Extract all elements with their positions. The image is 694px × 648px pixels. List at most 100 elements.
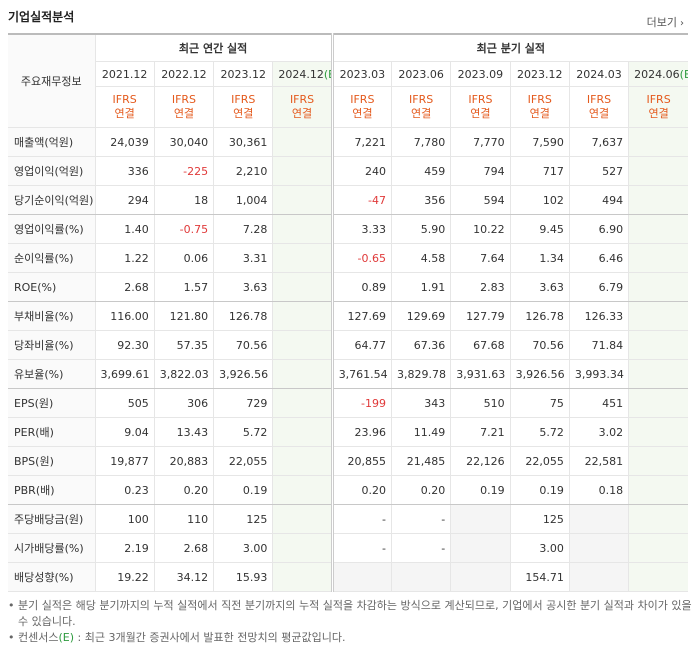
value-cell: 794 (450, 156, 511, 186)
value-cell: 0.06 (153, 243, 214, 273)
standard-header: IFRS 연결 (213, 86, 273, 128)
data-row: ROE(%) 2.68 1.57 3.63 0.89 1.91 2.83 3.63 6.79 (8, 272, 688, 302)
value-cell: 343 (390, 388, 451, 418)
value-cell: 1,004 (213, 185, 273, 215)
value-cell (628, 156, 688, 186)
accounting-standard: IFRS (586, 93, 612, 106)
value-cell: 3,931.63 (450, 359, 511, 389)
value-cell: -0.65 (330, 243, 392, 273)
value-cell: 451 (568, 388, 629, 418)
more-text[interactable]: 더보기 (646, 16, 677, 29)
value-cell (628, 272, 688, 302)
consolidation-basis: 연결 (114, 107, 135, 120)
note-bullet: • (8, 631, 18, 644)
consolidation-basis: 연결 (352, 107, 373, 120)
value-cell: 306 (153, 388, 214, 418)
value-cell (628, 301, 688, 331)
value-cell (628, 185, 688, 215)
value-cell: 3,699.61 (94, 359, 155, 389)
period-label: 2024.03 (576, 67, 622, 81)
row-label: 부채비율(%) (8, 301, 95, 331)
consolidation-basis: 연결 (291, 107, 313, 120)
value-cell: 7,221 (330, 127, 392, 157)
period-header: 2023.12 (509, 61, 570, 87)
estimate-mark: (E) (679, 67, 688, 81)
value-cell: 510 (450, 388, 511, 418)
value-cell (272, 475, 333, 505)
note: • 컨센서스(E) : 최근 3개월간 증권사에서 발표한 전망치의 평균값입니… (8, 630, 694, 646)
value-cell: 7.21 (450, 417, 511, 447)
value-cell: 75 (509, 388, 570, 418)
value-cell (628, 330, 688, 360)
header-row: 주요재무정보 최근 연간 실적 최근 분기 실적 (8, 33, 688, 128)
value-cell: 0.23 (94, 475, 155, 505)
more-link[interactable]: 더보기 › (647, 14, 684, 30)
value-cell: 6.90 (568, 214, 629, 244)
value-cell: 1.22 (94, 243, 155, 273)
row-label: 배당성향(%) (8, 562, 95, 592)
value-cell: 3,993.34 (568, 359, 629, 389)
period-label: 2023.09 (457, 67, 504, 81)
value-cell: 2.19 (94, 533, 155, 563)
value-cell: 22,126 (450, 446, 511, 476)
value-cell: 0.20 (330, 475, 392, 505)
data-row: 당기순이익(억원) 294 18 1,004 -47 356 594 102 494 (8, 185, 688, 215)
value-cell: 6.46 (568, 243, 629, 273)
value-cell (628, 533, 688, 563)
value-cell: 15.93 (213, 562, 273, 592)
value-cell (628, 127, 688, 157)
value-cell (628, 388, 688, 418)
data-row: 영업이익(억원) 336 -225 2,210 240 459 794 717 527 (8, 156, 688, 186)
value-cell: 3,761.54 (330, 359, 392, 389)
value-cell: 129.69 (390, 301, 451, 331)
value-cell: 18 (153, 185, 214, 215)
value-cell: 100 (94, 504, 155, 534)
value-cell: 67.68 (450, 330, 511, 360)
standard-header: IFRS 연결 (94, 86, 155, 128)
value-cell: 67.36 (390, 330, 451, 360)
value-cell: 356 (390, 185, 451, 215)
value-cell: 20,883 (153, 446, 214, 476)
accounting-standard: IFRS (646, 93, 671, 106)
value-cell: -225 (153, 156, 214, 186)
value-cell: - (330, 533, 392, 563)
value-cell: 22,055 (213, 446, 273, 476)
row-label: 당좌비율(%) (8, 330, 95, 360)
standard-header: IFRS 연결 (390, 86, 451, 128)
note-text: (E) (58, 631, 75, 644)
period-row: 2021.122022.122023.122024.12(E)2023.0320… (8, 61, 688, 87)
value-cell (628, 417, 688, 447)
value-cell: 0.19 (213, 475, 273, 505)
value-cell: 7,780 (390, 127, 451, 157)
value-cell: 102 (509, 185, 570, 215)
value-cell: 294 (94, 185, 155, 215)
value-cell: -199 (330, 388, 392, 418)
value-cell: 3,822.03 (153, 359, 214, 389)
row-header: 주요재무정보 (8, 33, 95, 128)
data-row: BPS(원) 19,877 20,883 22,055 20,855 21,485 22,1… (8, 446, 688, 476)
period-label: 2023.12 (516, 67, 563, 81)
value-cell: 13.43 (153, 417, 214, 447)
note-text: 컨센서스 (18, 631, 59, 644)
consolidation-basis: 연결 (529, 107, 550, 120)
value-cell: 7,770 (450, 127, 511, 157)
value-cell: 527 (568, 156, 629, 186)
more-arrow[interactable]: › (680, 18, 684, 29)
value-cell (272, 330, 333, 360)
value-cell (272, 272, 333, 302)
data-row: 매출액(억원) 24,039 30,040 30,361 7,221 7,780 7,770… (8, 127, 688, 157)
value-cell (272, 446, 333, 476)
row-label: PER(배) (8, 417, 95, 447)
value-cell: 0.89 (330, 272, 392, 302)
value-cell (272, 185, 333, 215)
value-cell: 154.71 (509, 562, 570, 592)
value-cell (272, 533, 333, 563)
row-label: BPS(원) (8, 446, 95, 476)
value-cell: 336 (94, 156, 155, 186)
row-label: ROE(%) (8, 272, 95, 302)
value-cell: 7.64 (450, 243, 511, 273)
value-cell: 3.33 (330, 214, 392, 244)
data-row: 당좌비율(%) 92.30 57.35 70.56 64.77 67.36 67.68 70.… (8, 330, 688, 360)
value-cell: 7,637 (568, 127, 629, 157)
